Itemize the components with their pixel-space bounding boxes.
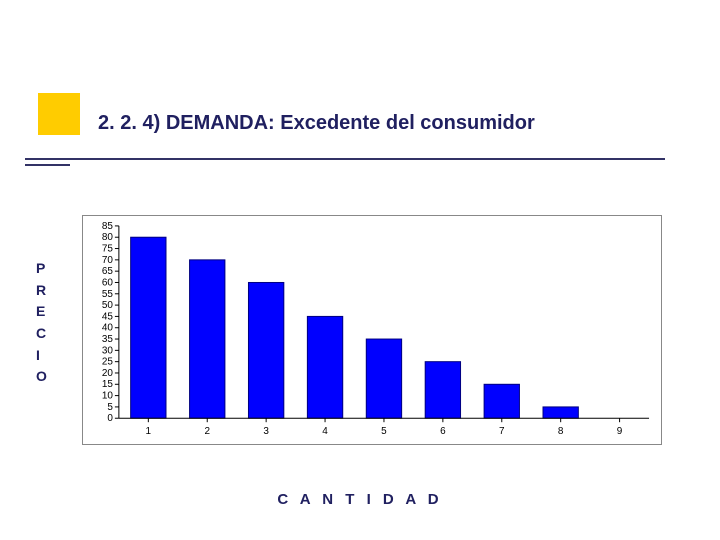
y-tick-label: 40 xyxy=(102,323,114,334)
y-tick-label: 45 xyxy=(102,311,114,322)
y-tick-label: 70 xyxy=(102,255,114,266)
bar xyxy=(543,407,578,418)
y-axis-letter: R xyxy=(36,280,47,302)
x-tick-label: 2 xyxy=(204,426,210,437)
y-tick-label: 35 xyxy=(102,334,114,345)
y-tick-label: 75 xyxy=(102,244,114,255)
bar xyxy=(484,384,519,418)
x-tick-label: 7 xyxy=(499,426,505,437)
y-tick-label: 20 xyxy=(102,368,114,379)
y-tick-label: 65 xyxy=(102,266,114,277)
title-bullet-square xyxy=(38,93,80,135)
y-tick-label: 10 xyxy=(102,391,114,402)
x-tick-label: 1 xyxy=(146,426,152,437)
y-tick-label: 60 xyxy=(102,277,114,288)
x-tick-label: 9 xyxy=(617,426,623,437)
x-tick-label: 3 xyxy=(263,426,269,437)
bar xyxy=(425,362,460,419)
y-axis-label: P R E C I O xyxy=(36,258,47,388)
bar-chart: 0510152025303540455055606570758085123456… xyxy=(82,215,662,445)
y-tick-label: 55 xyxy=(102,289,114,300)
title-underline-short xyxy=(25,164,70,166)
y-tick-label: 0 xyxy=(107,413,113,424)
x-tick-label: 6 xyxy=(440,426,446,437)
y-tick-label: 85 xyxy=(102,221,114,232)
bar xyxy=(248,282,283,418)
y-axis-letter: C xyxy=(36,323,47,345)
slide-title: 2. 2. 4) DEMANDA: Excedente del consumid… xyxy=(98,112,535,135)
bar xyxy=(307,316,342,418)
y-axis-letter: O xyxy=(36,366,47,388)
bar xyxy=(131,237,166,418)
x-tick-label: 5 xyxy=(381,426,387,437)
y-tick-label: 25 xyxy=(102,357,114,368)
y-tick-label: 30 xyxy=(102,345,114,356)
bar-chart-svg: 0510152025303540455055606570758085123456… xyxy=(83,216,661,444)
y-axis-letter: P xyxy=(36,258,47,280)
y-tick-label: 15 xyxy=(102,379,114,390)
y-axis-letter: E xyxy=(36,301,47,323)
y-tick-label: 80 xyxy=(102,232,114,243)
y-tick-label: 50 xyxy=(102,300,114,311)
title-underline xyxy=(25,158,665,160)
y-axis-letter: I xyxy=(36,345,47,367)
bar xyxy=(366,339,401,418)
x-tick-label: 4 xyxy=(322,426,328,437)
bar xyxy=(190,260,225,418)
x-tick-label: 8 xyxy=(558,426,564,437)
y-tick-label: 5 xyxy=(107,402,113,413)
x-axis-label: C A N T I D A D xyxy=(0,491,720,508)
